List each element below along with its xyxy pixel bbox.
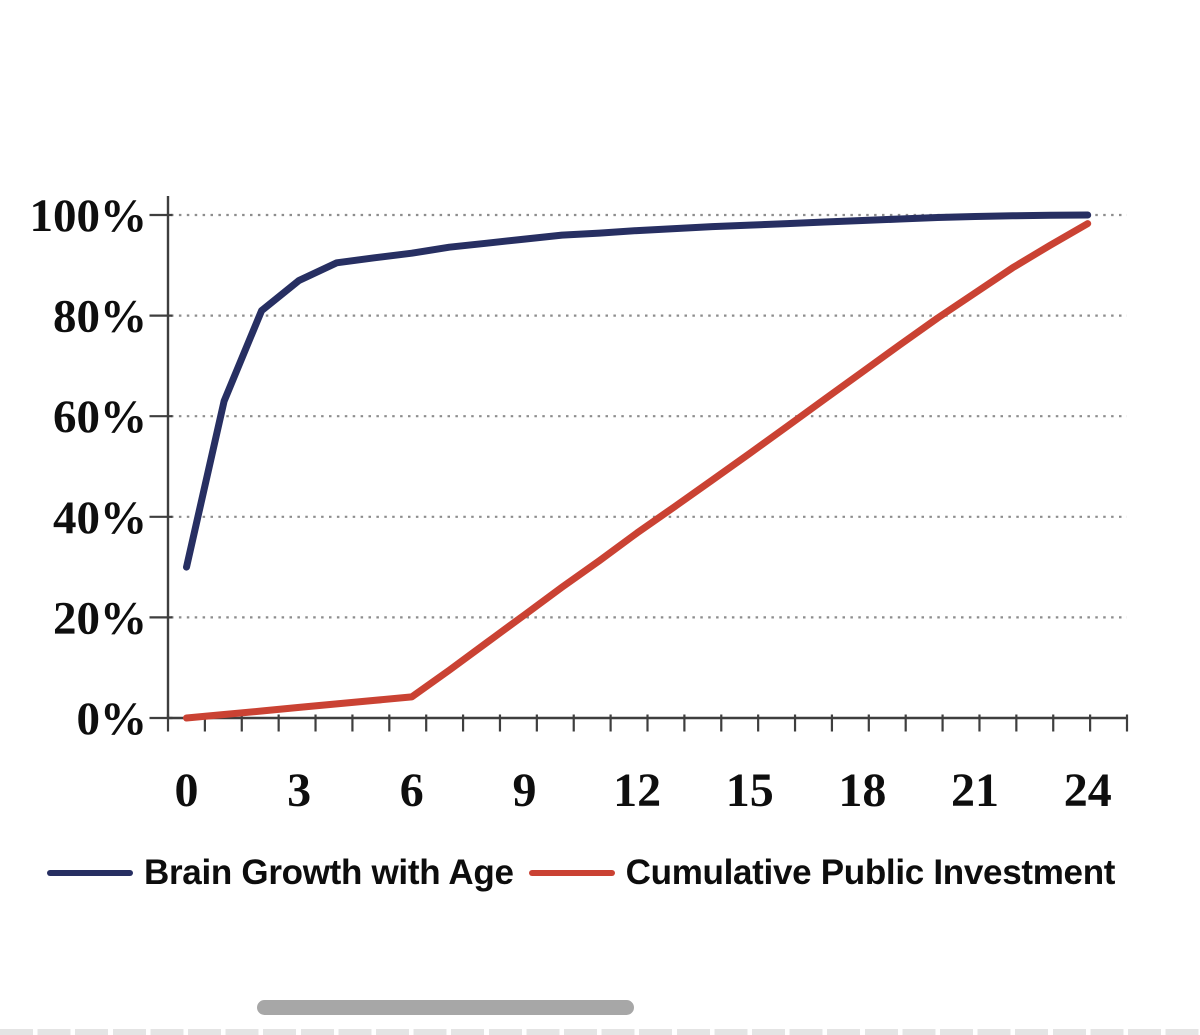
legend-line-swatch-red [528,870,615,876]
scroll-indicator-bar[interactable] [257,1000,634,1015]
x-tick-label: 18 [838,764,886,817]
x-tick-label: 12 [613,764,661,817]
series-lines [183,211,1092,722]
keyboard-top-edge [0,1029,1200,1035]
series-line-cumulative-public-investment [183,220,1092,722]
y-tick-label: 80% [53,291,147,343]
legend-label-public-investment: Cumulative Public Investment [625,853,1116,892]
y-tick-label: 40% [53,492,147,544]
y-tick-label: 20% [53,592,147,644]
y-tick-label: 60% [53,391,147,443]
y-axis-labels: 0% 20% 40% 60% 80% 100% [30,190,148,745]
x-tick-label: 9 [512,764,536,817]
x-axis-labels: 0 3 6 9 12 15 18 21 24 [175,764,1112,817]
gridlines [171,213,1127,619]
legend-label-brain-growth: Brain Growth with Age [144,853,514,892]
x-tick-label: 24 [1064,764,1112,817]
x-tick-label: 6 [400,764,424,817]
series-line-brain-growth-with-age [183,211,1092,571]
tick-marks [149,213,1129,732]
legend-item-brain-growth: Brain Growth with Age [47,853,514,893]
x-tick-label: 21 [951,764,999,817]
y-tick-label: 100% [30,190,148,242]
y-tick-label: 0% [77,693,148,745]
legend-item-public-investment: Cumulative Public Investment [528,853,1116,893]
chart-svg: 0% 20% 40% 60% 80% 100% 0 3 6 9 12 15 18 21 24 [30,190,1129,817]
chart-legend: Brain Growth with Age Cumulative Public … [47,849,1115,897]
x-tick-label: 15 [726,764,774,817]
x-tick-label: 3 [287,764,311,817]
legend-line-swatch-navy [47,870,133,876]
x-tick-label: 0 [175,764,199,817]
